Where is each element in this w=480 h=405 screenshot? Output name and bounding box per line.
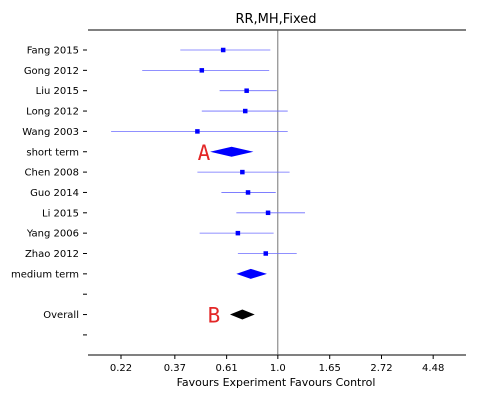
- effect-marker: [265, 210, 271, 216]
- row-label: Zhao 2012: [25, 249, 79, 260]
- forest-row: Liu 2015: [36, 86, 277, 97]
- row-label: short term: [26, 147, 79, 158]
- chart-title: RR,MH,Fixed: [235, 12, 316, 27]
- row-label: Liu 2015: [36, 86, 79, 97]
- forest-rows: Fang 2015 Gong 2012 Liu 2015 Long 2012 Wang …: [11, 46, 306, 336]
- row-label: Chen 2008: [25, 168, 79, 179]
- row-label: Overall: [43, 310, 79, 321]
- effect-marker: [240, 169, 245, 175]
- x-axis-label: Favours Experiment Favours Control: [177, 376, 376, 389]
- x-tick-label: 0.37: [164, 363, 186, 374]
- effect-marker: [263, 251, 269, 256]
- forest-row: short term: [26, 146, 254, 158]
- effect-marker: [244, 88, 249, 93]
- forest-row: Yang 2006: [26, 229, 274, 240]
- annotation-label: A: [198, 141, 211, 165]
- effect-marker: [199, 68, 205, 73]
- x-tick-label: 0.61: [215, 363, 237, 374]
- forest-row: Guo 2014: [30, 188, 276, 199]
- x-tick-label: 4.48: [422, 363, 444, 374]
- row-label: Guo 2014: [30, 188, 79, 199]
- x-axis-ticks: 0.22 0.37 0.61 1.0 1.65 2.72 4.48: [110, 355, 444, 374]
- effect-marker: [235, 230, 241, 236]
- effect-marker: [195, 129, 200, 134]
- x-tick-label: 0.22: [110, 363, 132, 374]
- row-label: Wang 2003: [22, 127, 79, 138]
- row-label: Yang 2006: [26, 229, 79, 240]
- effect-marker: [242, 108, 248, 114]
- row-label: Long 2012: [26, 107, 79, 118]
- forest-row: Chen 2008: [25, 168, 290, 179]
- row-label: Gong 2012: [24, 66, 79, 77]
- x-tick-label: 2.72: [370, 363, 392, 374]
- x-tick-label: 1.65: [319, 363, 341, 374]
- pooled-diamond: [236, 268, 267, 279]
- row-label: Li 2015: [42, 208, 79, 219]
- x-tick-label: 1.0: [270, 363, 286, 374]
- forest-row: Overall: [43, 309, 255, 321]
- forest-row: Long 2012: [26, 107, 288, 118]
- pooled-diamond: [210, 146, 254, 157]
- forest-row: Wang 2003: [22, 127, 288, 138]
- forest-row: Zhao 2012: [25, 249, 297, 260]
- axes: [88, 29, 466, 356]
- annotation-label: B: [208, 304, 221, 328]
- effect-marker: [220, 47, 226, 53]
- forest-row: medium term: [11, 268, 267, 280]
- forest-row: Fang 2015: [27, 46, 271, 57]
- effect-marker: [245, 190, 251, 195]
- row-label: medium term: [11, 269, 79, 280]
- row-label: Fang 2015: [27, 46, 79, 57]
- pooled-diamond: [229, 309, 255, 320]
- annotations: AB: [198, 141, 221, 328]
- forest-row: Gong 2012: [24, 66, 270, 77]
- forest-row: Li 2015: [42, 208, 306, 219]
